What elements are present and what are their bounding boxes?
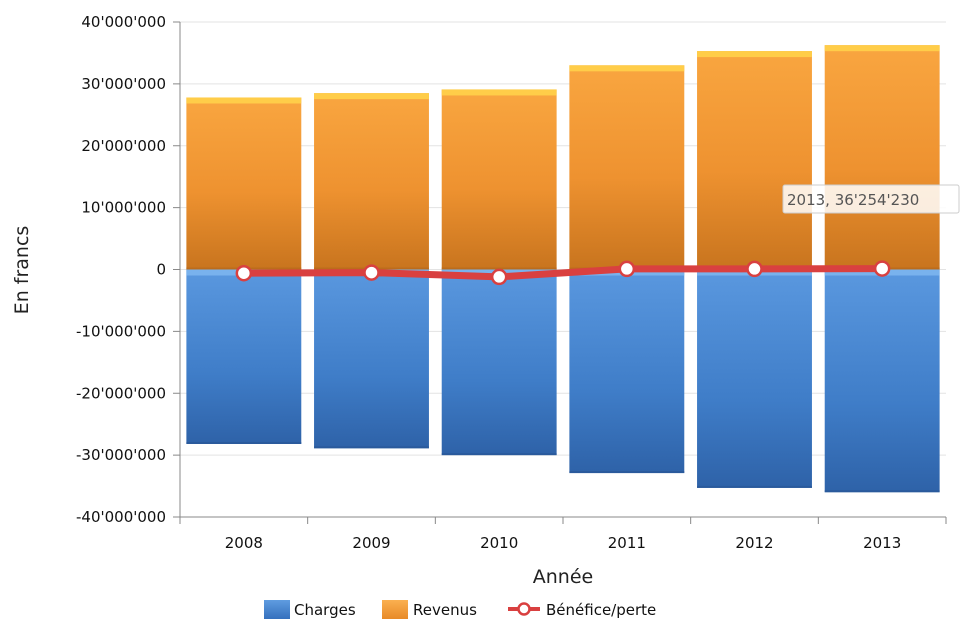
point-benefice-perte-2012[interactable]: [746, 260, 763, 278]
bar-cap-revenus-2011: [569, 65, 685, 72]
bar-fill-revenus-2011: [569, 65, 685, 270]
bar-fill-charges-2010: [441, 269, 557, 456]
legend-item-benefice-perte[interactable]: Bénéfice/perte: [508, 601, 656, 619]
y-tick-label: 0: [156, 261, 166, 279]
bar-edge-charges-2010: [441, 453, 557, 456]
y-axis-title: En francs: [11, 226, 33, 315]
bar-edge-charges-2011: [569, 471, 685, 474]
bar-edge-charges-2012: [697, 485, 812, 488]
x-tick-label: 2008: [225, 534, 263, 552]
bar-cap-revenus-2009: [314, 93, 429, 100]
bar-fill-charges-2011: [569, 269, 685, 474]
bar-fill-charges-2008: [186, 269, 302, 444]
bar-revenus-2012[interactable]: [697, 51, 812, 270]
point-benefice-perte-2010[interactable]: [490, 268, 508, 286]
bar-revenus-2009[interactable]: [314, 93, 429, 270]
y-tick-label: 30'000'000: [81, 75, 166, 93]
bar-revenus-2013[interactable]: [824, 45, 940, 270]
y-tick-label: -30'000'000: [76, 446, 166, 464]
bar-revenus-2008[interactable]: [186, 97, 302, 270]
bar-cap-revenus-2010: [441, 89, 557, 96]
tooltip-text: 2013, 36'254'230: [787, 191, 919, 209]
y-tick-label: 40'000'000: [81, 13, 166, 31]
x-tick-label: 2010: [480, 534, 518, 552]
legend-item-charges[interactable]: Charges: [264, 600, 356, 619]
bar-cap-revenus-2012: [697, 51, 812, 58]
bar-edge-charges-2013: [824, 490, 940, 493]
x-tick-label: 2013: [863, 534, 901, 552]
bar-charges-2012[interactable]: [697, 269, 812, 488]
legend-item-revenus[interactable]: Revenus: [382, 600, 477, 619]
bar-fill-revenus-2013: [824, 45, 940, 270]
point-benefice-perte-2008[interactable]: [235, 264, 253, 282]
legend-marker-benefice-perte: [517, 602, 531, 616]
axes: [173, 21, 947, 524]
legend-label-revenus: Revenus: [413, 601, 477, 619]
bar-cap-revenus-2008: [186, 97, 302, 104]
y-tick-label: -40'000'000: [76, 508, 166, 526]
bar-charges-2008[interactable]: [186, 269, 302, 444]
legend-label-charges: Charges: [294, 601, 356, 619]
point-benefice-perte-2009[interactable]: [363, 264, 380, 281]
y-tick-labels: 40'000'000 30'000'000 20'000'000 10'000'000…: [76, 13, 166, 526]
bar-charges-2009[interactable]: [314, 269, 429, 449]
bar-fill-charges-2012: [697, 269, 812, 488]
legend-swatch-revenus: [382, 600, 408, 619]
bar-fill-charges-2009: [314, 269, 429, 449]
bar-edge-charges-2008: [186, 441, 302, 444]
legend-label-benefice-perte: Bénéfice/perte: [546, 601, 656, 619]
bar-fill-revenus-2012: [697, 51, 812, 270]
line-benefice-perte: [240, 265, 886, 281]
x-tick-label: 2009: [352, 534, 390, 552]
bar-cap-revenus-2013: [824, 45, 940, 52]
bar-charges-2010[interactable]: [441, 269, 557, 456]
bar-revenus-2011[interactable]: [569, 65, 685, 270]
bar-charges-2013[interactable]: [824, 269, 940, 493]
x-tick-label: 2012: [735, 534, 773, 552]
point-benefice-perte-2011[interactable]: [618, 260, 636, 278]
legend-swatch-charges: [264, 600, 290, 619]
x-axis-title: Année: [533, 566, 593, 588]
bar-fill-revenus-2010: [441, 89, 557, 270]
bar-revenus-2010[interactable]: [441, 89, 557, 270]
legend: Charges Revenus Bénéfice/perte: [264, 600, 656, 619]
y-tick-label: -10'000'000: [76, 322, 166, 340]
bar-fill-revenus-2008: [186, 97, 302, 270]
y-tick-label: 10'000'000: [81, 199, 166, 217]
profit-line: [235, 260, 891, 286]
bar-edge-charges-2009: [314, 446, 429, 449]
tooltip: 2013, 36'254'230: [782, 184, 960, 214]
y-tick-label: 20'000'000: [81, 137, 166, 155]
tooltip-box: [782, 184, 960, 214]
x-tick-labels: 2008 2009 2010 2011 2012 2013: [225, 534, 902, 552]
bar-edge-revenus-2010: [441, 267, 557, 270]
y-tick-label: -20'000'000: [76, 384, 166, 402]
point-benefice-perte-2013[interactable]: [873, 260, 891, 277]
bars: [186, 45, 940, 493]
bar-charges-2011[interactable]: [569, 269, 685, 474]
x-tick-label: 2011: [608, 534, 646, 552]
bar-fill-charges-2013: [824, 269, 940, 493]
bar-fill-revenus-2009: [314, 93, 429, 270]
